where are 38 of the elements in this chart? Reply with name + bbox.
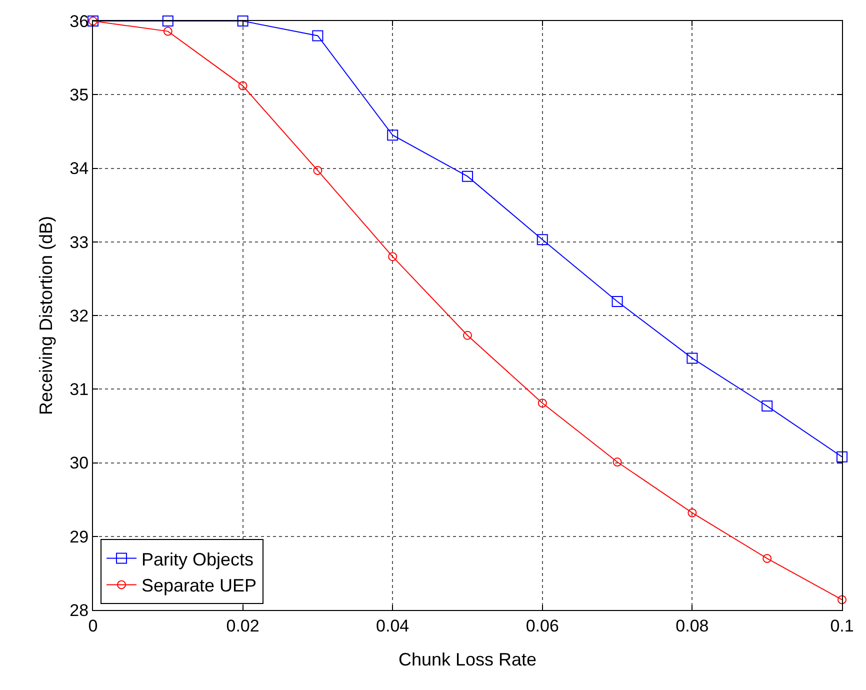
point	[538, 398, 547, 408]
point	[536, 234, 548, 246]
point	[463, 330, 472, 340]
point	[163, 26, 172, 36]
y-tick-label: 32	[70, 306, 89, 326]
legend-label: Parity Objects	[141, 549, 254, 570]
point	[836, 451, 848, 462]
y-tick-label: 35	[70, 86, 89, 105]
point	[313, 166, 322, 175]
point	[612, 296, 623, 308]
y-tick-label: 28	[70, 600, 89, 620]
legend-label: Separate UEP	[141, 576, 257, 596]
x-tick-label: 0	[88, 616, 98, 636]
y-tick-label: 34	[70, 159, 89, 178]
x-tick-label: 0.08	[676, 616, 709, 636]
point	[762, 554, 772, 563]
y-tick-label: 33	[70, 232, 89, 252]
point	[387, 130, 398, 141]
point	[462, 170, 473, 182]
x-tick-label: 0.06	[526, 616, 559, 636]
point	[237, 16, 248, 26]
point	[688, 508, 697, 518]
y-tick-label: 30	[70, 454, 89, 473]
y-tick-label: 29	[70, 527, 89, 546]
point	[238, 81, 248, 90]
x-axis-title: Chunk Loss Rate	[398, 650, 537, 670]
y-axis-title: Receiving Distortion (dB)	[36, 216, 56, 416]
point	[686, 352, 698, 364]
point	[762, 400, 773, 412]
point	[612, 458, 622, 467]
x-tick-label: 0.1	[830, 616, 854, 636]
point	[838, 595, 846, 604]
point	[162, 16, 174, 26]
point	[312, 30, 324, 42]
y-tick-label: 31	[70, 380, 89, 400]
x-tick-label: 0.04	[376, 616, 410, 636]
x-tick-label: 0.02	[226, 616, 260, 636]
point	[388, 252, 398, 262]
